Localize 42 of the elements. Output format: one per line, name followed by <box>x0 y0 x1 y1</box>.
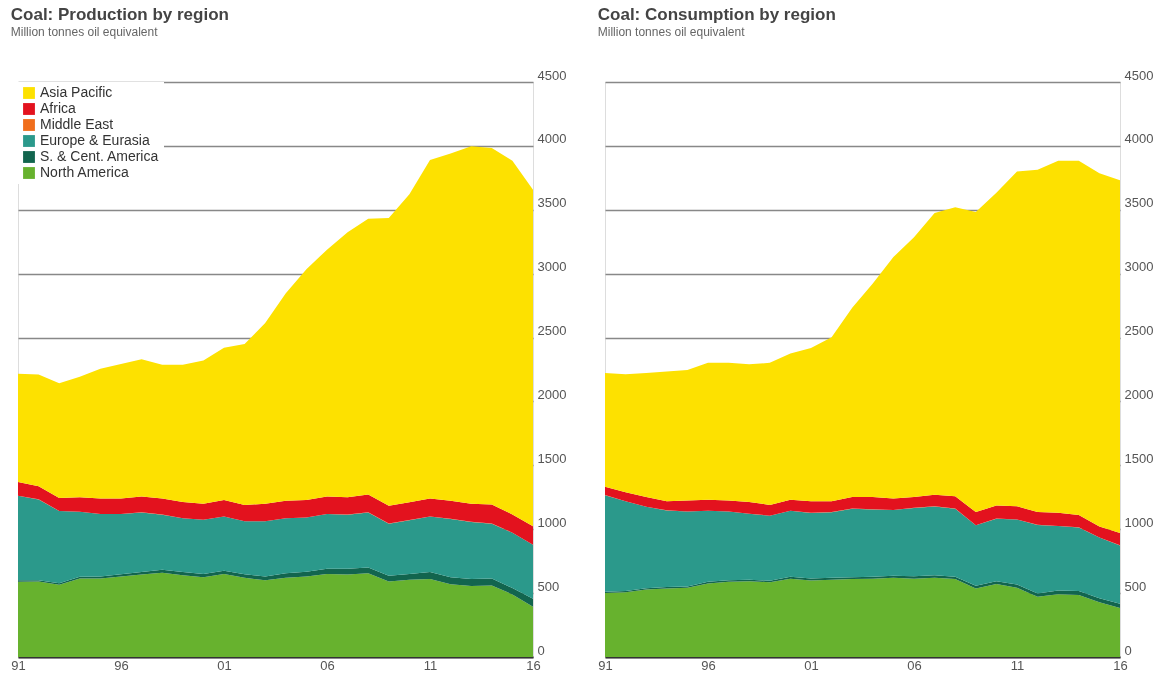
y-tick-label: 2500 <box>1124 323 1154 339</box>
x-tick-label: 11 <box>423 657 438 673</box>
chart-title: Coal: Consumption by region <box>597 5 836 24</box>
y-tick-label: 0 <box>1124 642 1132 658</box>
x-tick-label: 01 <box>804 657 819 673</box>
x-tick-label: 16 <box>526 657 541 673</box>
x-tick-label: 96 <box>701 657 716 673</box>
y-tick-label: 500 <box>537 578 560 594</box>
x-tick-label: 06 <box>907 657 922 673</box>
legend-label: North America <box>40 164 129 180</box>
y-tick-label: 2000 <box>1124 386 1154 402</box>
legend-label: Asia Pacific <box>40 84 113 100</box>
legend-label: S. & Cent. America <box>40 148 159 164</box>
x-tick-label: 91 <box>598 657 613 673</box>
y-tick-label: 2500 <box>537 323 567 339</box>
y-tick-label: 3000 <box>1124 259 1154 275</box>
y-tick-label: 4500 <box>1124 67 1154 83</box>
y-tick-label: 500 <box>1124 578 1147 594</box>
y-tick-label: 1000 <box>1124 514 1154 530</box>
chart-subtitle: Million tonnes oil equivalent <box>597 25 746 39</box>
y-tick-label: 3500 <box>537 195 567 211</box>
y-tick-label: 1500 <box>537 450 567 466</box>
x-tick-label: 16 <box>1113 657 1128 673</box>
legend-label: Middle East <box>40 116 114 132</box>
legend-label: Europe & Eurasia <box>40 132 150 148</box>
y-tick-label: 3000 <box>537 259 567 275</box>
chart-title: Coal: Production by region <box>10 5 229 24</box>
x-tick-label: 06 <box>320 657 335 673</box>
y-tick-label: 2000 <box>537 386 567 402</box>
x-tick-label: 96 <box>114 657 129 673</box>
x-tick-label: 11 <box>1010 657 1025 673</box>
y-tick-label: 1500 <box>1124 450 1154 466</box>
y-tick-label: 4500 <box>537 67 567 83</box>
y-tick-label: 0 <box>537 642 545 658</box>
x-tick-label: 01 <box>217 657 232 673</box>
y-tick-label: 3500 <box>1124 195 1154 211</box>
legend-label: Africa <box>40 100 76 116</box>
y-tick-label: 4000 <box>1124 131 1154 147</box>
y-tick-label: 4000 <box>537 131 567 147</box>
y-tick-label: 1000 <box>537 514 567 530</box>
chart-subtitle: Million tonnes oil equivalent <box>10 25 159 39</box>
x-tick-label: 91 <box>11 657 26 673</box>
